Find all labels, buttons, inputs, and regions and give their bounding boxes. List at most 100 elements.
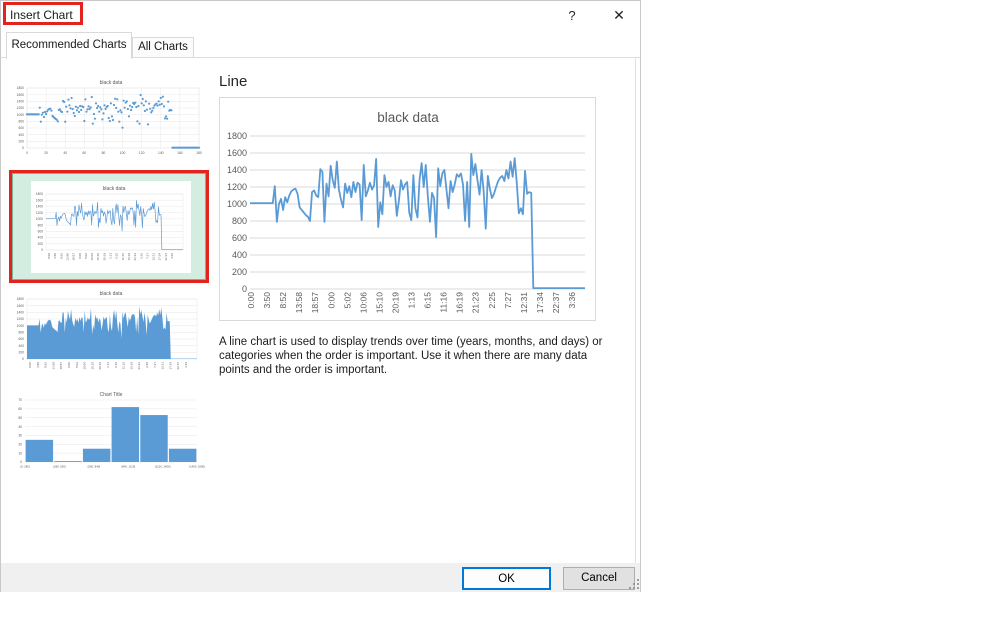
svg-text:20:19: 20:19 <box>390 292 400 314</box>
svg-text:3:36: 3:36 <box>567 292 577 309</box>
svg-text:10:06: 10:06 <box>358 292 368 314</box>
svg-text:11:16: 11:16 <box>439 292 449 313</box>
svg-text:11:16: 11:16 <box>122 362 126 370</box>
svg-text:0: 0 <box>41 248 43 252</box>
svg-text:600: 600 <box>18 337 24 341</box>
svg-text:140: 140 <box>158 151 164 155</box>
svg-text:200: 200 <box>38 242 44 246</box>
tab-bar: Recommended Charts All Charts <box>1 30 640 59</box>
ok-button[interactable]: OK <box>462 567 551 590</box>
svg-text:800: 800 <box>18 331 24 335</box>
selected-annotation-box <box>9 170 209 283</box>
histogram-thumbnail-svg: 70 60 50 40 30 20 10 0[0, 280] (280, 560] (560, 8… <box>18 392 205 468</box>
svg-text:black data: black data <box>100 80 123 86</box>
resize-grip[interactable] <box>629 579 639 589</box>
svg-text:21:23: 21:23 <box>471 292 481 314</box>
svg-text:1400: 1400 <box>17 311 25 315</box>
svg-text:1600: 1600 <box>17 304 25 308</box>
svg-text:3:50: 3:50 <box>36 362 40 368</box>
svg-text:(840, 1120]: (840, 1120] <box>121 464 135 468</box>
svg-text:600: 600 <box>232 233 247 243</box>
svg-text:1000: 1000 <box>17 324 25 328</box>
chart-preview: 1800 1600 1400 1200 1000 800 600 400 200 0 0:00 3:5… <box>219 97 596 321</box>
svg-text:0:00: 0:00 <box>246 292 256 309</box>
svg-text:1800: 1800 <box>17 86 25 90</box>
svg-text:400: 400 <box>38 236 44 240</box>
svg-text:30: 30 <box>18 434 22 438</box>
thumbnail-area[interactable]: 1800 1600 1400 1200 1000 800 600 400 200 0 0:00 3:5… <box>9 286 208 381</box>
svg-text:7:27: 7:27 <box>153 362 157 368</box>
svg-text:20:19: 20:19 <box>102 253 106 261</box>
title-annotation-box <box>3 2 83 25</box>
svg-text:600: 600 <box>38 229 44 233</box>
scatter-thumbnail-svg: 1800 1600 1400 1200 1000 800 600 400 200 00 20 40 60… <box>17 80 202 155</box>
svg-text:13:58: 13:58 <box>65 253 69 261</box>
svg-text:0: 0 <box>20 460 22 464</box>
svg-text:black data: black data <box>100 291 123 297</box>
help-button[interactable]: ? <box>561 5 583 26</box>
svg-text:1400: 1400 <box>36 205 43 209</box>
svg-text:8:52: 8:52 <box>278 292 288 309</box>
svg-text:22:37: 22:37 <box>176 362 180 370</box>
svg-text:1000: 1000 <box>36 217 43 221</box>
svg-text:80: 80 <box>102 151 106 155</box>
svg-text:6:15: 6:15 <box>115 253 119 259</box>
svg-text:3:36: 3:36 <box>184 362 188 368</box>
svg-text:3:50: 3:50 <box>262 292 272 309</box>
dialog-title: Insert Chart <box>10 8 73 22</box>
svg-text:0: 0 <box>242 284 247 294</box>
dialog-titlebar[interactable]: Insert Chart ? ✕ <box>1 1 640 30</box>
svg-text:1400: 1400 <box>17 100 25 104</box>
svg-text:800: 800 <box>18 120 24 124</box>
svg-text:17:34: 17:34 <box>158 253 162 261</box>
svg-text:21:23: 21:23 <box>137 362 141 370</box>
svg-text:12:31: 12:31 <box>519 292 529 314</box>
svg-text:400: 400 <box>18 344 24 348</box>
svg-text:16:19: 16:19 <box>127 253 131 261</box>
thumbnail-line-selected[interactable]: 1800 1600 1400 1200 1000 800 600 400 200 0 0:00 3:5… <box>12 173 206 280</box>
svg-text:1800: 1800 <box>17 297 25 301</box>
svg-text:100: 100 <box>120 151 126 155</box>
svg-text:10:06: 10:06 <box>83 362 87 370</box>
cancel-button[interactable]: Cancel <box>563 567 635 590</box>
svg-text:1200: 1200 <box>36 211 43 215</box>
chart-description: A line chart is used to display trends o… <box>219 335 621 377</box>
close-button[interactable]: ✕ <box>607 4 631 26</box>
tab-all-charts[interactable]: All Charts <box>132 37 194 58</box>
svg-text:1:13: 1:13 <box>106 362 110 368</box>
svg-text:120: 120 <box>139 151 145 155</box>
svg-text:40: 40 <box>18 425 22 429</box>
svg-text:1200: 1200 <box>17 317 25 321</box>
svg-text:15:10: 15:10 <box>374 292 384 314</box>
svg-text:[0, 280]: [0, 280] <box>20 464 30 468</box>
svg-text:2:25: 2:25 <box>145 362 149 368</box>
thumbnail-histogram[interactable]: 70 60 50 40 30 20 10 0 [0, 280] (280, 560] (560, 8… <box>9 386 208 484</box>
svg-text:13:58: 13:58 <box>294 292 304 314</box>
svg-text:60: 60 <box>18 407 22 411</box>
preview-heading: Line <box>219 73 248 90</box>
svg-text:0:00: 0:00 <box>28 362 32 368</box>
tab-recommended-charts[interactable]: Recommended Charts <box>6 32 132 59</box>
svg-text:1000: 1000 <box>17 113 25 117</box>
svg-text:200: 200 <box>232 267 247 277</box>
svg-text:50: 50 <box>18 416 22 420</box>
svg-text:800: 800 <box>232 216 247 226</box>
svg-text:1:13: 1:13 <box>109 253 113 259</box>
svg-text:2:25: 2:25 <box>487 292 497 309</box>
svg-text:Chart Title: Chart Title <box>100 392 123 398</box>
svg-text:11:16: 11:16 <box>121 253 125 261</box>
svg-text:18:57: 18:57 <box>310 292 320 314</box>
svg-text:160: 160 <box>177 151 183 155</box>
svg-text:21:23: 21:23 <box>133 253 137 261</box>
svg-text:(560, 840]: (560, 840] <box>87 464 100 468</box>
svg-text:15:10: 15:10 <box>90 362 94 370</box>
svg-text:600: 600 <box>18 126 24 130</box>
svg-text:5:02: 5:02 <box>75 362 79 368</box>
svg-text:3:36: 3:36 <box>170 253 174 259</box>
svg-text:2:25: 2:25 <box>139 253 143 259</box>
thumbnail-scatter[interactable]: 1800 1600 1400 1200 1000 800 600 400 200 0 0 20 40 60… <box>9 74 208 169</box>
svg-text:0:00: 0:00 <box>47 253 51 259</box>
svg-text:1600: 1600 <box>17 93 25 97</box>
svg-text:15:10: 15:10 <box>96 253 100 261</box>
svg-text:7:27: 7:27 <box>503 292 513 309</box>
